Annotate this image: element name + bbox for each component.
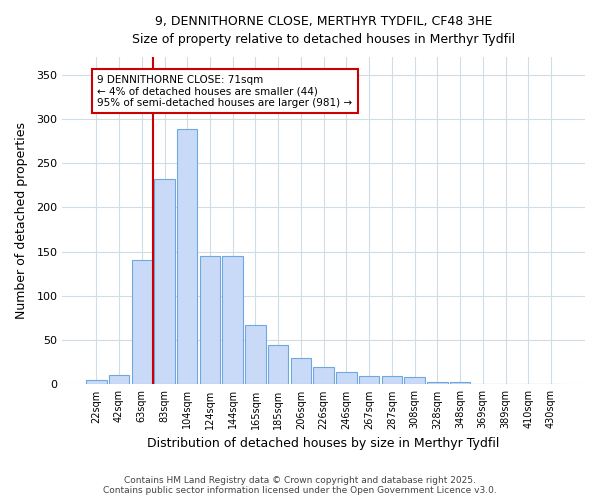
Bar xyxy=(336,372,356,384)
Bar xyxy=(404,378,425,384)
Bar xyxy=(382,376,402,384)
Bar xyxy=(109,374,129,384)
Bar xyxy=(450,382,470,384)
Bar xyxy=(245,325,266,384)
Bar xyxy=(223,256,243,384)
Bar xyxy=(359,376,379,384)
Bar xyxy=(86,380,107,384)
Bar xyxy=(131,260,152,384)
Text: Contains HM Land Registry data © Crown copyright and database right 2025.
Contai: Contains HM Land Registry data © Crown c… xyxy=(103,476,497,495)
Y-axis label: Number of detached properties: Number of detached properties xyxy=(15,122,28,319)
Bar xyxy=(177,130,197,384)
Bar xyxy=(313,366,334,384)
Bar xyxy=(268,344,289,385)
X-axis label: Distribution of detached houses by size in Merthyr Tydfil: Distribution of detached houses by size … xyxy=(148,437,500,450)
Bar xyxy=(200,256,220,384)
Title: 9, DENNITHORNE CLOSE, MERTHYR TYDFIL, CF48 3HE
Size of property relative to deta: 9, DENNITHORNE CLOSE, MERTHYR TYDFIL, CF… xyxy=(132,15,515,46)
Text: 9 DENNITHORNE CLOSE: 71sqm
← 4% of detached houses are smaller (44)
95% of semi-: 9 DENNITHORNE CLOSE: 71sqm ← 4% of detac… xyxy=(97,74,353,108)
Bar xyxy=(154,179,175,384)
Bar xyxy=(427,382,448,384)
Bar xyxy=(290,358,311,384)
